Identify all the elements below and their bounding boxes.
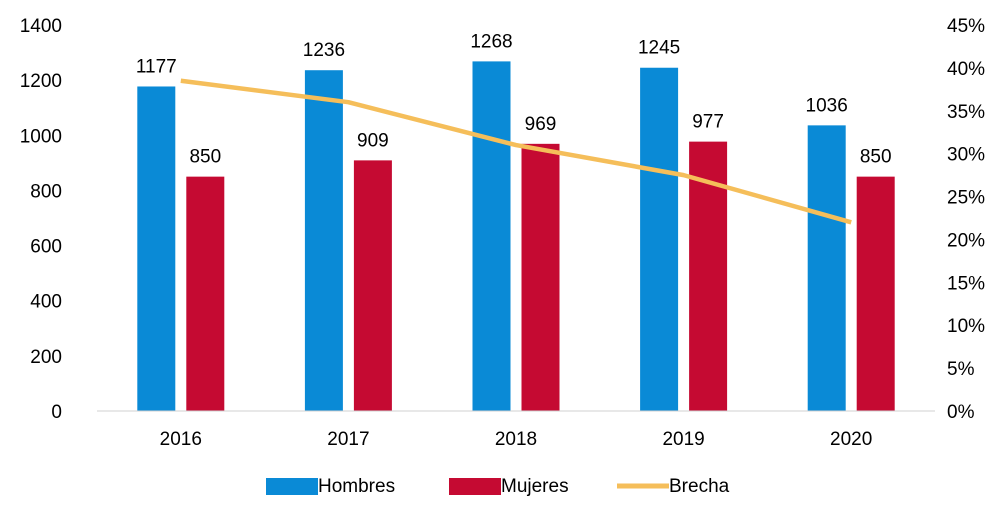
y-right-tick-label: 40% <box>947 59 985 80</box>
data-label-hombres: 1268 <box>470 31 512 52</box>
y-right-tick-label: 25% <box>947 188 985 209</box>
data-label-hombres: 1036 <box>806 95 848 116</box>
bar-mujeres <box>521 143 560 411</box>
x-tick-label: 2016 <box>160 429 202 450</box>
y-right-tick-label: 0% <box>947 402 975 423</box>
legend-swatch <box>266 478 318 495</box>
legend-item-hombres: Hombres <box>266 476 395 497</box>
data-label-mujeres: 909 <box>357 130 389 151</box>
bar-mujeres <box>353 160 392 411</box>
y-left-tick-label: 200 <box>30 347 62 368</box>
legend-swatch <box>449 478 501 495</box>
data-label-mujeres: 969 <box>525 114 557 135</box>
y-right-tick-label: 35% <box>947 102 985 123</box>
bar-hombres <box>137 86 176 411</box>
y-left-tick-label: 1200 <box>20 71 62 92</box>
x-tick-label: 2020 <box>830 429 872 450</box>
data-label-hombres: 1177 <box>136 56 177 77</box>
y-left-tick-label: 800 <box>30 181 62 202</box>
y-right-tick-label: 5% <box>947 359 975 380</box>
y-left-tick-label: 1000 <box>20 126 62 147</box>
y-right-tick-label: 45% <box>947 16 985 37</box>
y-right-tick-label: 15% <box>947 273 985 294</box>
y-left-tick-label: 1400 <box>20 16 62 37</box>
data-label-mujeres: 977 <box>692 112 724 133</box>
legend-label: Hombres <box>318 476 395 497</box>
x-tick-label: 2017 <box>327 429 369 450</box>
legend-label: Mujeres <box>501 476 569 497</box>
bar-mujeres <box>856 176 895 411</box>
bar-hombres <box>640 67 679 411</box>
data-label-hombres: 1236 <box>303 40 345 61</box>
x-tick-label: 2018 <box>495 429 537 450</box>
y-left-tick-label: 600 <box>30 237 62 258</box>
legend-item-brecha: Brecha <box>617 476 730 497</box>
legend-label: Brecha <box>669 476 730 497</box>
data-label-mujeres: 850 <box>860 147 892 168</box>
y-left-tick-label: 0 <box>51 402 62 423</box>
y-right-tick-label: 10% <box>947 316 985 337</box>
data-label-mujeres: 850 <box>189 147 221 168</box>
line-brecha <box>180 78 852 225</box>
y-left-tick-label: 400 <box>30 292 62 313</box>
bar-mujeres <box>186 176 225 411</box>
y-right-tick-label: 30% <box>947 145 985 166</box>
x-tick-label: 2019 <box>662 429 704 450</box>
legend-item-mujeres: Mujeres <box>449 476 569 497</box>
y-right-tick-label: 20% <box>947 230 985 251</box>
bar-hombres <box>807 125 846 412</box>
bar-hombres <box>304 70 343 412</box>
data-label-hombres: 1245 <box>638 38 680 59</box>
bar-hombres <box>472 61 511 411</box>
